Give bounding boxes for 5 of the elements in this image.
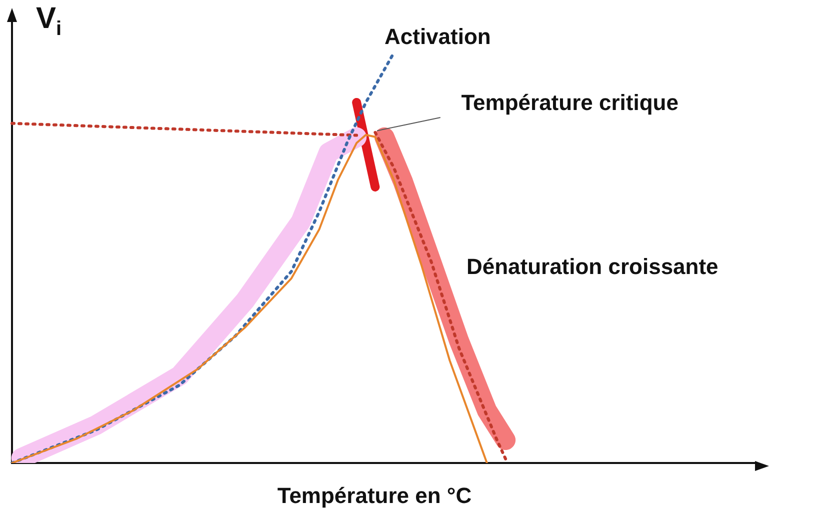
annotation: Température critique [461, 90, 678, 116]
y-axis-title: V$_{i}$ [36, 2, 62, 41]
x-axis-title: Température en °C [277, 483, 472, 508]
text: Activation [384, 24, 491, 49]
annotation: Dénaturation croissante [466, 254, 718, 280]
